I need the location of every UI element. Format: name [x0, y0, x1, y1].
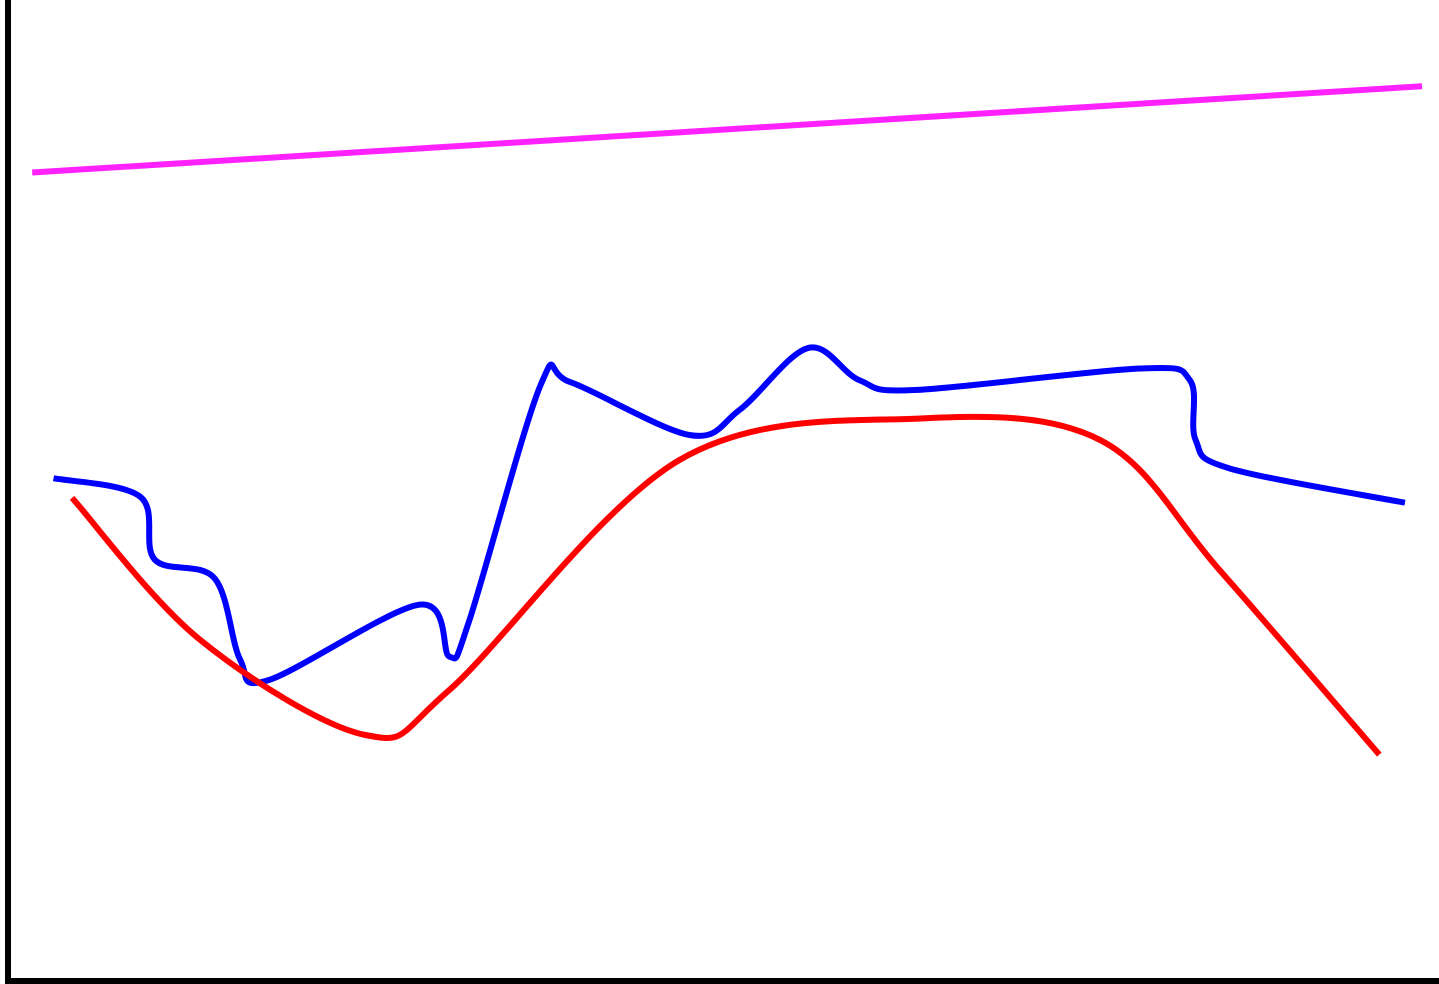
line-series [52, 344, 1406, 687]
line-series [69, 413, 1382, 757]
line-series [32, 83, 1423, 176]
